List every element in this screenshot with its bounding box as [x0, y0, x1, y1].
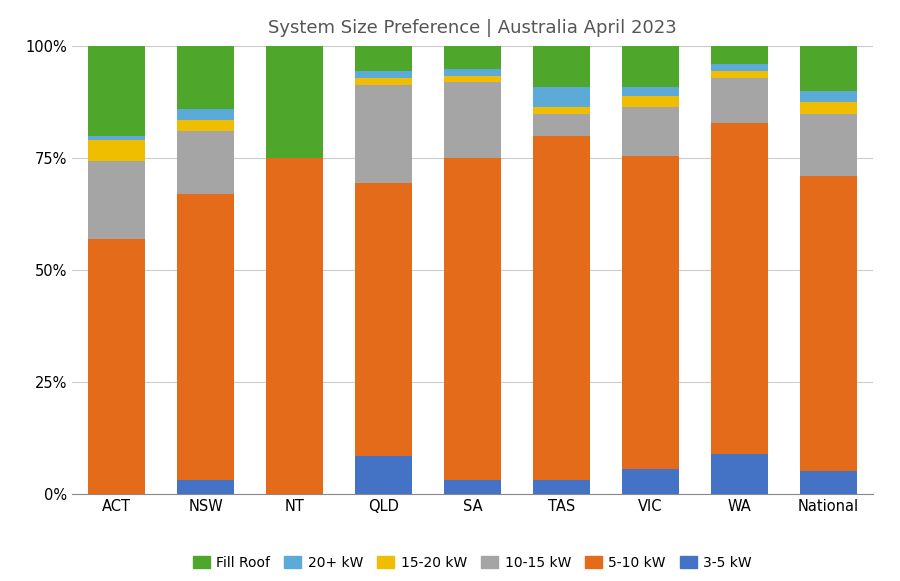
- Bar: [711, 46, 769, 64]
- Bar: [799, 113, 858, 176]
- Bar: [444, 159, 501, 480]
- Bar: [444, 76, 501, 83]
- Bar: [87, 239, 146, 494]
- Bar: [533, 113, 590, 136]
- Bar: [176, 131, 234, 194]
- Bar: [622, 156, 680, 469]
- Bar: [799, 102, 858, 113]
- Bar: [533, 107, 590, 113]
- Bar: [622, 469, 680, 494]
- Bar: [176, 120, 234, 131]
- Bar: [87, 141, 146, 160]
- Bar: [622, 46, 680, 87]
- Bar: [711, 123, 769, 454]
- Bar: [711, 71, 769, 78]
- Bar: [176, 480, 234, 494]
- Bar: [176, 46, 234, 109]
- Bar: [87, 160, 146, 239]
- Bar: [533, 136, 590, 480]
- Bar: [622, 96, 680, 107]
- Bar: [355, 78, 412, 84]
- Bar: [533, 480, 590, 494]
- Bar: [533, 46, 590, 87]
- Bar: [176, 194, 234, 480]
- Bar: [444, 480, 501, 494]
- Bar: [799, 176, 858, 472]
- Bar: [711, 78, 769, 123]
- Bar: [355, 46, 412, 71]
- Bar: [622, 107, 680, 156]
- Bar: [622, 87, 680, 96]
- Legend: Fill Roof, 20+ kW, 15-20 kW, 10-15 kW, 5-10 kW, 3-5 kW: Fill Roof, 20+ kW, 15-20 kW, 10-15 kW, 5…: [187, 550, 758, 575]
- Bar: [444, 69, 501, 76]
- Bar: [87, 46, 146, 136]
- Bar: [355, 183, 412, 456]
- Bar: [355, 456, 412, 494]
- Bar: [355, 71, 412, 78]
- Bar: [533, 87, 590, 107]
- Bar: [444, 83, 501, 158]
- Bar: [444, 46, 501, 69]
- Bar: [176, 109, 234, 120]
- Bar: [711, 454, 769, 494]
- Bar: [711, 64, 769, 71]
- Bar: [799, 472, 858, 494]
- Title: System Size Preference | Australia April 2023: System Size Preference | Australia April…: [268, 19, 677, 37]
- Bar: [266, 158, 323, 494]
- Bar: [266, 46, 323, 158]
- Bar: [355, 84, 412, 183]
- Bar: [87, 136, 146, 141]
- Bar: [799, 46, 858, 91]
- Bar: [799, 91, 858, 102]
